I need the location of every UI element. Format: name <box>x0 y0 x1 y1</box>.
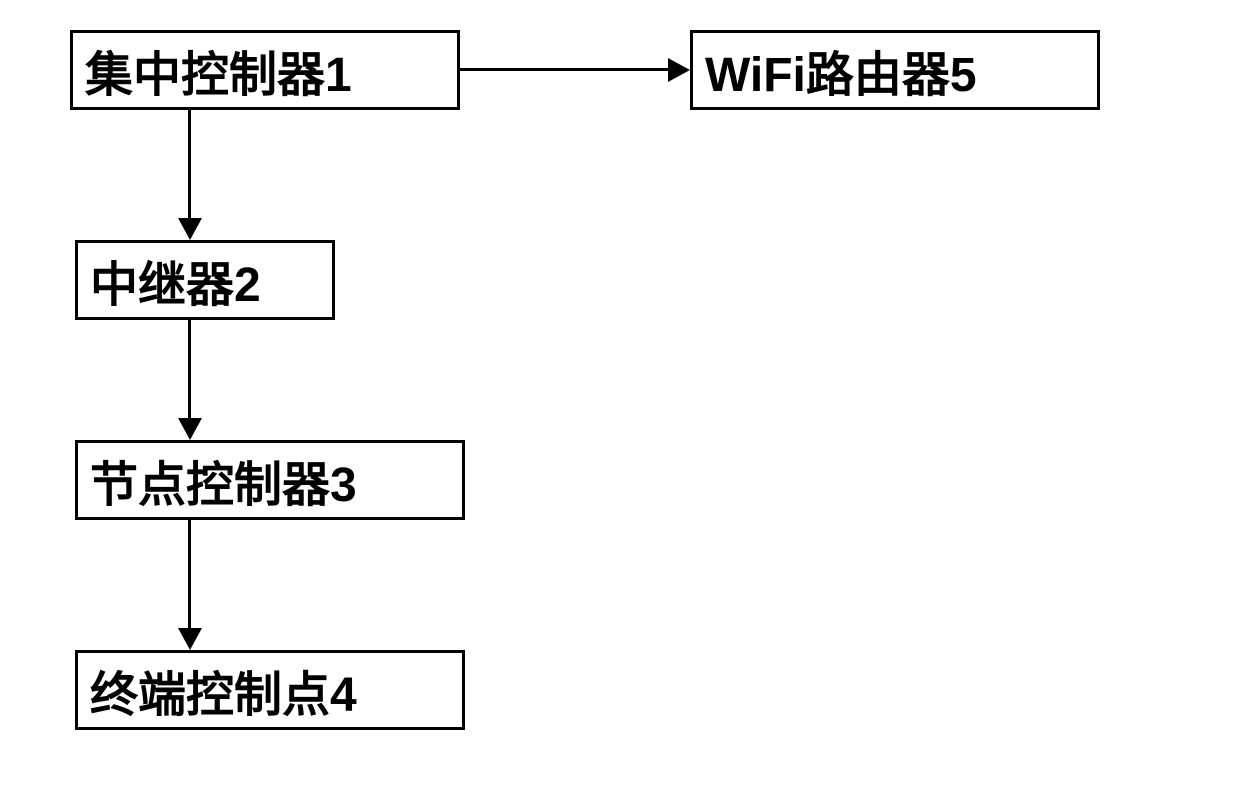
node-wifi-router: WiFi路由器5 <box>690 30 1100 110</box>
node-terminal-label: 终端控制点4 <box>90 655 357 725</box>
node-wifi-router-label: WiFi路由器5 <box>705 35 977 105</box>
edge-nodecontroller-to-terminal-line <box>188 520 191 630</box>
node-node-controller: 节点控制器3 <box>75 440 465 520</box>
node-central-controller-label: 集中控制器1 <box>85 35 352 105</box>
node-repeater: 中继器2 <box>75 240 335 320</box>
node-terminal: 终端控制点4 <box>75 650 465 730</box>
node-node-controller-label: 节点控制器3 <box>90 445 357 515</box>
edge-nodecontroller-to-terminal-head <box>178 628 202 650</box>
edge-controller-to-repeater-head <box>178 218 202 240</box>
edge-repeater-to-nodecontroller-line <box>188 320 191 420</box>
edge-controller-to-router-head <box>668 58 690 82</box>
edge-controller-to-router-line <box>460 68 670 71</box>
node-repeater-label: 中继器2 <box>90 245 261 315</box>
edge-controller-to-repeater-line <box>188 110 191 220</box>
edge-repeater-to-nodecontroller-head <box>178 418 202 440</box>
node-central-controller: 集中控制器1 <box>70 30 460 110</box>
